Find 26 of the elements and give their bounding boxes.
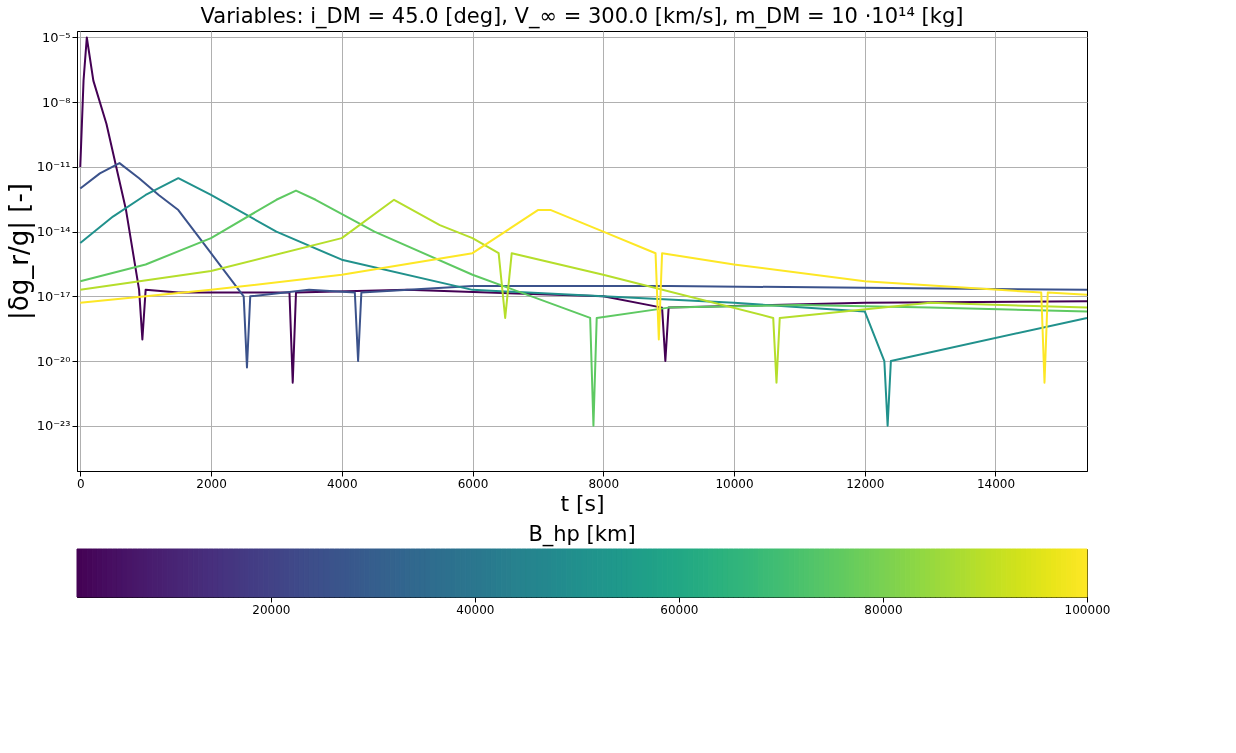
color-bar-label: 60000 bbox=[660, 602, 699, 617]
chart-title: Variables: i_DM = 45.0 [deg], V_∞ = 300.0 [km/s], m_DM = 10 ·10¹⁴ [kg] bbox=[200, 4, 964, 29]
x-tick-label: 2000 bbox=[196, 476, 227, 491]
line-series bbox=[79, 162, 1088, 369]
x-tick-label: 6000 bbox=[457, 476, 489, 491]
y-tick-label: 10⁻²³ bbox=[36, 418, 71, 434]
color-bar-title: B_hp [km] bbox=[528, 521, 636, 547]
color-bar-label: 100000 bbox=[1064, 602, 1111, 617]
x-tick-label: 14000 bbox=[976, 476, 1016, 491]
y-tick-label: 10⁻¹⁷ bbox=[36, 288, 71, 304]
x-tick-label: 8000 bbox=[588, 476, 620, 491]
y-tick-label: 10⁻¹¹ bbox=[36, 159, 71, 175]
y-axis-title: |δg_r/g| [-] bbox=[3, 183, 35, 320]
line-series bbox=[79, 36, 1088, 384]
y-tick-label: 10⁻¹⁴ bbox=[36, 224, 71, 240]
x-axis-title: t [s] bbox=[560, 490, 605, 516]
y-tick-label: 10⁻²⁰ bbox=[36, 353, 71, 369]
x-tick-label: 4000 bbox=[326, 476, 358, 491]
color-bar-label: 80000 bbox=[864, 602, 903, 617]
y-tick-label: 10⁻⁵ bbox=[41, 29, 71, 45]
x-tick-label: 12000 bbox=[846, 476, 885, 491]
x-tick-label: 0 bbox=[76, 476, 85, 491]
x-tick-label: 10000 bbox=[715, 476, 754, 491]
color-bar-label: 20000 bbox=[252, 602, 291, 617]
y-tick-label: 10⁻⁸ bbox=[41, 94, 71, 110]
color-bar-label: 40000 bbox=[456, 602, 495, 617]
